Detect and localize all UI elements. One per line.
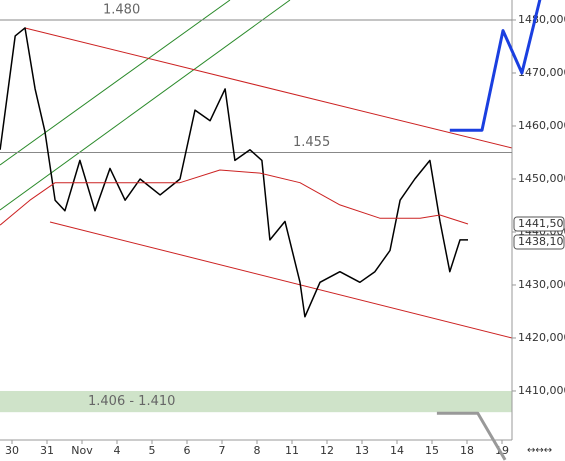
channel-line: [49, 221, 513, 339]
x-tick-label: 18: [460, 444, 474, 457]
x-tick-label: 31: [40, 444, 54, 457]
x-tick-label: 7: [218, 444, 225, 457]
plot-area: [0, 0, 513, 339]
price-label-box: [513, 216, 565, 232]
series-line: [449, 0, 542, 132]
y-tick-label: 1410,000: [518, 384, 565, 397]
level-label: 1.480: [103, 2, 140, 17]
x-tick-label: 6: [183, 444, 190, 457]
x-tick-label: 13: [355, 444, 369, 457]
price-label-box: [513, 234, 565, 250]
level-label: 1.455: [293, 135, 330, 150]
trend-line: [0, 0, 231, 166]
price-label: 1441,50: [518, 217, 564, 230]
y-tick-label: 1450,000: [518, 172, 565, 185]
x-tick-label: 8: [253, 444, 260, 457]
support-zone: [0, 390, 512, 413]
channel-line: [24, 27, 513, 149]
price-label: 1438,10: [518, 235, 564, 248]
x-tick-label: 30: [5, 444, 19, 457]
y-tick-label: 1470,000: [518, 66, 565, 79]
x-tick-label: 5: [149, 444, 156, 457]
y-tick-label: 1480,000: [518, 13, 565, 26]
x-tick-label: 11: [285, 444, 299, 457]
series-line: [0, 27, 468, 318]
trend-line: [0, 0, 291, 211]
scroll-icons[interactable]: ↔↔↔: [527, 445, 552, 456]
y-tick-label: 1430,000: [518, 278, 565, 291]
x-tick-label: 4: [114, 444, 121, 457]
y-tick-label: 1460,000: [518, 119, 565, 132]
x-tick-label: 15: [425, 444, 439, 457]
x-tick-label: 12: [320, 444, 334, 457]
series-line: [0, 169, 469, 226]
y-tick-label: 1420,000: [518, 331, 565, 344]
x-tick-label: 14: [390, 444, 404, 457]
x-tick-label: Nov: [71, 444, 93, 457]
series-line: [436, 411, 507, 461]
zone-label: 1.406 - 1.410: [88, 394, 175, 409]
